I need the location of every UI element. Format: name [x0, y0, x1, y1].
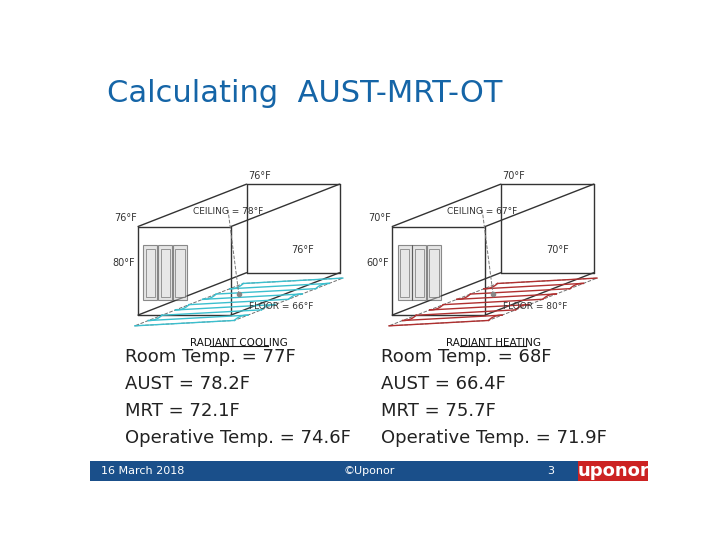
Text: MRT = 72.1F: MRT = 72.1F: [125, 402, 240, 420]
Text: uponor: uponor: [577, 462, 649, 480]
Text: 70°F: 70°F: [546, 245, 569, 254]
Bar: [173, 245, 187, 300]
Bar: [397, 245, 412, 300]
Text: Room Temp. = 77F: Room Temp. = 77F: [125, 348, 296, 366]
Text: Calculating  AUST-MRT-OT: Calculating AUST-MRT-OT: [107, 79, 503, 107]
Text: 70°F: 70°F: [368, 213, 391, 224]
Text: 16 March 2018: 16 March 2018: [101, 465, 184, 476]
Text: FLOOR = 66°F: FLOOR = 66°F: [248, 302, 313, 312]
Text: 76°F: 76°F: [114, 213, 137, 224]
Text: RADIANT HEATING: RADIANT HEATING: [446, 338, 541, 348]
Text: RADIANT COOLING: RADIANT COOLING: [190, 338, 288, 348]
Bar: [145, 249, 155, 296]
Text: 76°F: 76°F: [248, 171, 271, 181]
Text: 70°F: 70°F: [503, 171, 525, 181]
Bar: [413, 245, 426, 300]
Bar: [158, 245, 172, 300]
Text: 76°F: 76°F: [292, 245, 314, 254]
Bar: [90, 461, 578, 481]
Text: MRT = 75.7F: MRT = 75.7F: [381, 402, 495, 420]
Text: FLOOR = 80°F: FLOOR = 80°F: [503, 302, 567, 312]
Bar: [427, 245, 441, 300]
Bar: [143, 245, 158, 300]
Bar: [175, 249, 184, 296]
Text: AUST = 78.2F: AUST = 78.2F: [125, 375, 250, 393]
Bar: [429, 249, 438, 296]
Text: AUST = 66.4F: AUST = 66.4F: [381, 375, 505, 393]
Text: Operative Temp. = 71.9F: Operative Temp. = 71.9F: [381, 429, 606, 447]
Bar: [578, 461, 648, 481]
Text: Operative Temp. = 74.6F: Operative Temp. = 74.6F: [125, 429, 351, 447]
Text: Room Temp. = 68F: Room Temp. = 68F: [381, 348, 551, 366]
Text: CEILING = 78°F: CEILING = 78°F: [193, 207, 263, 215]
Bar: [161, 249, 170, 296]
Text: 60°F: 60°F: [366, 258, 389, 268]
Text: CEILING = 67°F: CEILING = 67°F: [447, 207, 517, 215]
Bar: [415, 249, 424, 296]
Text: ©Uponor: ©Uponor: [343, 465, 395, 476]
Text: 3: 3: [548, 465, 554, 476]
Bar: [400, 249, 409, 296]
Text: 80°F: 80°F: [112, 258, 135, 268]
